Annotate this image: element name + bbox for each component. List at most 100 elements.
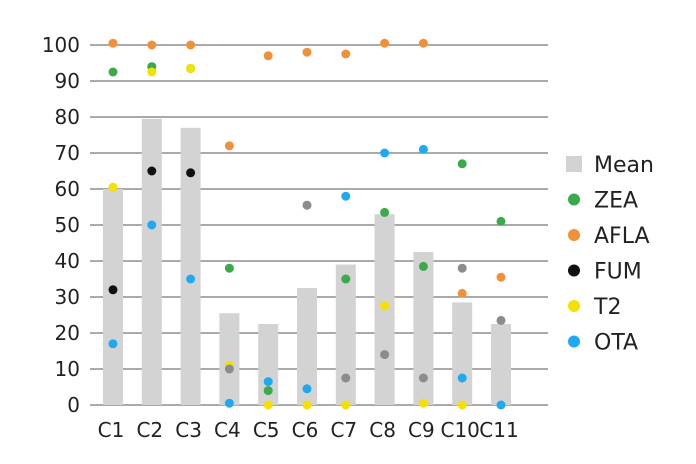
x-tick-label: C9: [408, 418, 435, 442]
point-t2-C2: [147, 67, 157, 77]
legend-label-mean: Mean: [594, 153, 654, 178]
bar-C10: [452, 302, 473, 405]
y-tick-label: 90: [55, 69, 80, 93]
x-tick-label: C5: [253, 418, 280, 442]
mean-bars: [103, 118, 511, 406]
point-ota-C7: [341, 191, 351, 201]
point-afla-C11: [496, 272, 506, 282]
point-unlabeled-C8: [380, 350, 390, 360]
point-unlabeled-C9: [418, 373, 428, 383]
grid-lines: [90, 44, 548, 406]
point-afla-C10: [457, 288, 467, 298]
point-zea-C5: [263, 386, 273, 396]
x-tick-label: C1: [98, 418, 125, 442]
bar-C6: [297, 288, 317, 405]
point-zea-C1: [108, 67, 118, 77]
bar-C1: [103, 189, 123, 405]
point-zea-C4: [224, 263, 234, 273]
bar-C9: [413, 252, 434, 405]
point-t2-C7: [341, 400, 351, 410]
legend-marker-ota: [568, 335, 580, 348]
bar-C2: [141, 118, 162, 406]
point-afla-C1: [108, 38, 118, 48]
point-unlabeled-C4: [224, 364, 234, 374]
point-unlabeled-C11: [496, 315, 506, 325]
bar-C11: [491, 324, 511, 405]
point-t2-C8: [380, 301, 390, 311]
data-points: [108, 38, 506, 410]
point-zea-C10: [457, 159, 467, 169]
bar-C4: [219, 313, 240, 405]
point-t2-C10: [457, 400, 467, 410]
point-unlabeled-C6: [302, 200, 312, 210]
point-t2-C1: [108, 182, 118, 192]
legend-marker-zea: [568, 193, 580, 206]
x-tick-label: C8: [369, 418, 396, 442]
x-tick-label: C2: [136, 418, 163, 442]
point-ota-C10: [457, 373, 467, 383]
point-afla-C4: [224, 141, 234, 151]
bar-C3: [180, 127, 201, 406]
x-axis-ticks: C1 C2 C3 C4 C5 C6 C7 C8 C9 C10 C11: [98, 418, 519, 442]
y-tick-label: 20: [55, 321, 80, 345]
legend-label-ota: OTA: [594, 331, 638, 356]
legend-marker-mean: [566, 156, 582, 172]
point-ota-C5: [263, 377, 273, 387]
point-zea-C7: [341, 274, 351, 284]
point-afla-C3: [186, 40, 196, 50]
point-ota-C8: [380, 148, 390, 158]
y-tick-label: 0: [67, 393, 80, 417]
point-t2-C6: [302, 400, 312, 410]
point-fum-C1: [108, 285, 118, 295]
y-tick-label: 100: [42, 33, 80, 57]
point-ota-C9: [418, 144, 428, 154]
point-afla-C2: [147, 40, 157, 50]
point-afla-C7: [341, 49, 351, 59]
legend-marker-t2: [568, 300, 580, 312]
point-t2-C9: [418, 398, 428, 408]
legend-label-zea: ZEA: [594, 189, 638, 214]
x-tick-label: C4: [214, 418, 241, 442]
point-zea-C8: [380, 207, 390, 217]
point-afla-C8: [380, 38, 390, 48]
legend-label-afla: AFLA: [594, 224, 650, 249]
legend-label-t2: T2: [593, 295, 621, 320]
point-zea-C11: [496, 216, 506, 226]
point-fum-C3: [186, 168, 196, 178]
point-afla-C5: [263, 51, 273, 61]
legend-label-fum: FUM: [594, 260, 642, 285]
point-t2-C3: [186, 63, 196, 73]
point-unlabeled-C10: [457, 263, 467, 273]
x-tick-label: C10: [440, 418, 479, 442]
point-afla-C9: [418, 38, 428, 48]
x-tick-label: C3: [175, 418, 202, 442]
point-fum-C2: [147, 166, 157, 176]
point-ota-C6: [302, 384, 312, 394]
x-tick-label: C7: [330, 418, 357, 442]
plot-backdrop: [86, 0, 556, 410]
point-ota-C4: [224, 398, 234, 408]
point-ota-C1: [108, 339, 118, 349]
x-tick-label: C11: [479, 418, 518, 442]
point-ota-C2: [147, 220, 157, 230]
legend-marker-fum: [568, 264, 580, 277]
y-tick-label: 40: [55, 249, 80, 273]
legend: Mean ZEA AFLA FUM T2 OTA: [566, 153, 654, 356]
y-tick-label: 50: [55, 213, 80, 237]
x-tick-label: C6: [292, 418, 319, 442]
bar-C5: [258, 324, 279, 405]
y-tick-label: 70: [55, 141, 80, 165]
y-tick-label: 80: [55, 105, 80, 129]
point-unlabeled-C7: [341, 373, 351, 383]
y-tick-label: 30: [55, 285, 80, 309]
legend-marker-afla: [568, 229, 580, 241]
point-ota-C3: [186, 274, 196, 284]
point-ota-C11: [496, 400, 506, 410]
point-zea-C9: [418, 261, 428, 271]
y-tick-label: 10: [55, 357, 80, 381]
bar-C7: [335, 264, 356, 405]
y-tick-label: 60: [55, 177, 80, 201]
y-axis-ticks: 0 10 20 30 40 50 60 70 80 90 100: [42, 33, 80, 417]
point-afla-C6: [302, 47, 312, 57]
